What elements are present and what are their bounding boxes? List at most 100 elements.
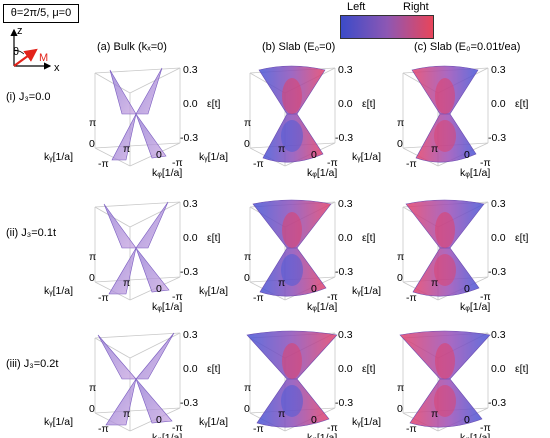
energy-axis-label: ε[t] xyxy=(362,232,376,244)
slab-surface-highlight-lower xyxy=(434,254,456,286)
kz-tick-label: -π xyxy=(327,157,338,169)
kz-tick-label: -π xyxy=(480,157,491,169)
ky-tick-label: 0 xyxy=(397,272,403,284)
colorbar-left-label: Left xyxy=(347,1,366,13)
energy-tick-label: 0.3 xyxy=(183,329,198,341)
energy-tick-label: 0.0 xyxy=(338,98,353,110)
ky-tick-label: π xyxy=(244,382,251,394)
energy-tick-label: -0.3 xyxy=(335,397,353,409)
panel-box-edge xyxy=(129,332,181,359)
row-label-j3-02: (iii) J₃=0.2t xyxy=(6,358,59,370)
ky-axis-label: kᵧ[1/a] xyxy=(352,416,381,428)
energy-tick-label: 0.3 xyxy=(491,64,506,76)
ky-tick-label: π xyxy=(89,251,96,263)
ky-tick-label: -π xyxy=(253,423,264,435)
energy-tick-label: 0.0 xyxy=(338,232,353,244)
ky-tick-label: 0 xyxy=(89,272,95,284)
kz-tick-label: -π xyxy=(480,291,491,303)
kz-tick-label: -π xyxy=(480,422,491,434)
kz-tick-label: 0 xyxy=(156,149,162,161)
kz-tick-label: 0 xyxy=(156,414,162,426)
slab-surface-highlight-lower xyxy=(281,120,303,152)
ky-tick-label: 0 xyxy=(89,138,95,150)
kz-tick-label: π xyxy=(278,143,285,155)
ky-tick-label: 0 xyxy=(89,403,95,415)
slab-surface-highlight-upper xyxy=(435,212,455,248)
energy-tick-label: -0.3 xyxy=(488,132,506,144)
energy-axis-label: ε[t] xyxy=(515,363,529,375)
ky-tick-label: π xyxy=(89,382,96,394)
slab-surface-highlight-lower xyxy=(281,254,303,286)
chirality-colorbar xyxy=(340,15,434,39)
ky-axis-label: kᵧ[1/a] xyxy=(352,151,381,163)
ky-tick-label: -π xyxy=(98,158,109,170)
column-title-slab-e0: (b) Slab (E₀=0) xyxy=(262,41,336,53)
panel-box-edge xyxy=(94,147,131,167)
bulk-cone-upper-right xyxy=(135,67,163,115)
kz-axis-label: kᵩ[1/a] xyxy=(152,301,182,313)
kz-axis-label: kᵩ[1/a] xyxy=(307,432,337,438)
bulk-cone-upper-right xyxy=(135,201,169,249)
slab-surface-highlight-upper xyxy=(282,343,302,379)
panel-box-edge xyxy=(94,67,181,74)
energy-axis-label: ε[t] xyxy=(515,232,529,244)
energy-tick-label: 0.0 xyxy=(491,98,506,110)
energy-tick-label: 0.3 xyxy=(183,198,198,210)
energy-axis-label: ε[t] xyxy=(207,98,221,110)
energy-tick-label: 0.0 xyxy=(183,98,198,110)
kz-axis-label: kᵩ[1/a] xyxy=(307,301,337,313)
kz-tick-label: π xyxy=(123,408,130,420)
row-label-j3-01: (ii) J₃=0.1t xyxy=(6,227,57,239)
energy-tick-label: -0.3 xyxy=(488,397,506,409)
ky-axis-label: kᵧ[1/a] xyxy=(199,285,228,297)
coordinate-axes-icon xyxy=(10,28,52,70)
ky-tick-label: π xyxy=(244,117,251,129)
parameter-box: θ=2π/5, μ=0 xyxy=(3,4,79,23)
ky-axis-label: kᵧ[1/a] xyxy=(199,151,228,163)
slab-surface-highlight-lower xyxy=(434,385,456,417)
ky-tick-label: π xyxy=(397,251,404,263)
row-label-j3-0: (i) J₃=0.0 xyxy=(6,91,51,103)
theta-arc xyxy=(13,49,25,55)
kz-axis-label: kᵩ[1/a] xyxy=(460,301,490,313)
slab-surface-highlight-upper xyxy=(435,78,455,114)
energy-axis-label: ε[t] xyxy=(207,232,221,244)
slab-surface-highlight-lower xyxy=(281,385,303,417)
kz-tick-label: 0 xyxy=(311,149,317,161)
kz-tick-label: 0 xyxy=(464,283,470,295)
ky-tick-label: 0 xyxy=(397,138,403,150)
energy-tick-label: -0.3 xyxy=(180,397,198,409)
ky-tick-label: 0 xyxy=(244,272,250,284)
panel-box-edge xyxy=(94,142,181,149)
bulk-cone-lower-right xyxy=(135,113,167,159)
ky-tick-label: π xyxy=(397,117,404,129)
kz-axis-label: kᵩ[1/a] xyxy=(460,167,490,179)
ky-tick-label: -π xyxy=(406,292,417,304)
energy-axis-label: ε[t] xyxy=(362,98,376,110)
energy-tick-label: 0.0 xyxy=(338,363,353,375)
theta-label: θ xyxy=(13,46,20,58)
energy-tick-label: -0.3 xyxy=(180,132,198,144)
ky-tick-label: π xyxy=(397,382,404,394)
panel-box-edge xyxy=(94,72,131,94)
ky-tick-label: 0 xyxy=(397,403,403,415)
ky-tick-label: π xyxy=(244,251,251,263)
kz-tick-label: 0 xyxy=(311,414,317,426)
slab-surface-highlight-upper xyxy=(435,343,455,379)
energy-axis-label: ε[t] xyxy=(207,363,221,375)
slab-surface-highlight-upper xyxy=(282,212,302,248)
energy-tick-label: 0.3 xyxy=(338,198,353,210)
kz-tick-label: -π xyxy=(327,291,338,303)
ky-axis-label: kᵧ[1/a] xyxy=(44,416,73,428)
panel-box-edge xyxy=(94,276,181,283)
ky-tick-label: 0 xyxy=(244,403,250,415)
kz-tick-label: -π xyxy=(327,422,338,434)
energy-tick-label: 0.3 xyxy=(491,329,506,341)
kz-tick-label: π xyxy=(123,277,130,289)
kz-tick-label: -π xyxy=(172,291,183,303)
kz-tick-label: -π xyxy=(172,157,183,169)
energy-axis-label: ε[t] xyxy=(515,98,529,110)
kz-tick-label: π xyxy=(431,143,438,155)
m-label: M xyxy=(39,52,49,64)
